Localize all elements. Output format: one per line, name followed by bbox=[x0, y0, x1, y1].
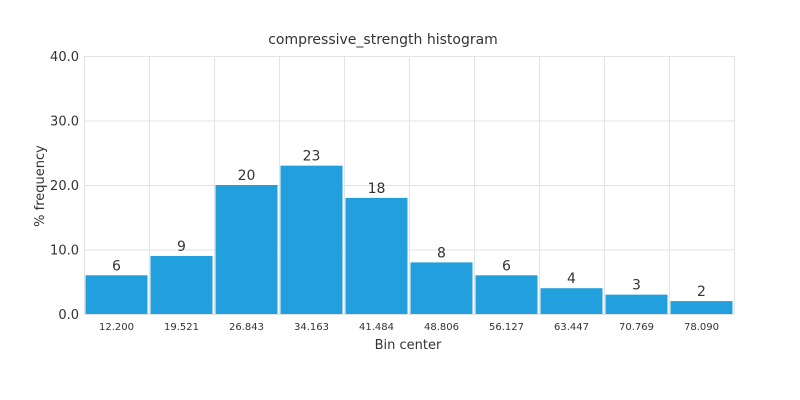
y-tick-label: 30.0 bbox=[50, 115, 79, 130]
x-axis-ticks: 12.200 19.521 26.843 34.163 41.484 48.806 56.1… bbox=[99, 322, 719, 333]
bar[interactable] bbox=[150, 255, 213, 314]
bar-value-label: 3 bbox=[632, 278, 641, 294]
data-labels: 6 9 20 23 18 8 6 4 3 2 bbox=[112, 149, 706, 300]
chart-title: compressive_strength histogram bbox=[268, 32, 498, 48]
bar-value-label: 20 bbox=[238, 168, 256, 184]
x-tick-label: 63.447 bbox=[554, 322, 589, 333]
x-axis-label: Bin center bbox=[375, 338, 442, 353]
bar[interactable] bbox=[540, 288, 603, 314]
bar[interactable] bbox=[280, 165, 343, 314]
x-tick-label: 78.090 bbox=[684, 322, 719, 333]
bar[interactable] bbox=[215, 185, 278, 314]
x-tick-label: 12.200 bbox=[99, 322, 134, 333]
bar-value-label: 9 bbox=[177, 239, 186, 255]
bar-value-label: 2 bbox=[697, 284, 706, 300]
y-tick-label: 40.0 bbox=[50, 50, 79, 65]
y-axis-ticks: 0.0 10.0 20.0 30.0 40.0 bbox=[50, 50, 79, 323]
bar-value-label: 8 bbox=[437, 245, 446, 261]
bar-value-label: 23 bbox=[303, 149, 321, 165]
bar[interactable] bbox=[605, 294, 668, 314]
y-axis-label: % frequency bbox=[33, 145, 48, 227]
x-tick-label: 26.843 bbox=[229, 322, 264, 333]
x-tick-label: 56.127 bbox=[489, 322, 524, 333]
bar-value-label: 18 bbox=[368, 181, 386, 197]
x-tick-label: 19.521 bbox=[164, 322, 199, 333]
x-tick-label: 70.769 bbox=[619, 322, 654, 333]
bar-value-label: 6 bbox=[502, 258, 511, 274]
bars bbox=[85, 165, 733, 314]
grid bbox=[84, 56, 735, 315]
x-tick-label: 41.484 bbox=[359, 322, 394, 333]
bar[interactable] bbox=[345, 197, 408, 314]
y-tick-label: 0.0 bbox=[58, 308, 79, 323]
bar[interactable] bbox=[670, 301, 733, 314]
bar[interactable] bbox=[410, 262, 473, 314]
y-tick-label: 10.0 bbox=[50, 244, 79, 259]
x-tick-label: 48.806 bbox=[424, 322, 459, 333]
y-tick-label: 20.0 bbox=[50, 179, 79, 194]
x-tick-label: 34.163 bbox=[294, 322, 329, 333]
bar[interactable] bbox=[475, 275, 538, 314]
bar-value-label: 6 bbox=[112, 258, 121, 274]
bar-value-label: 4 bbox=[567, 271, 576, 287]
bar[interactable] bbox=[85, 275, 148, 314]
